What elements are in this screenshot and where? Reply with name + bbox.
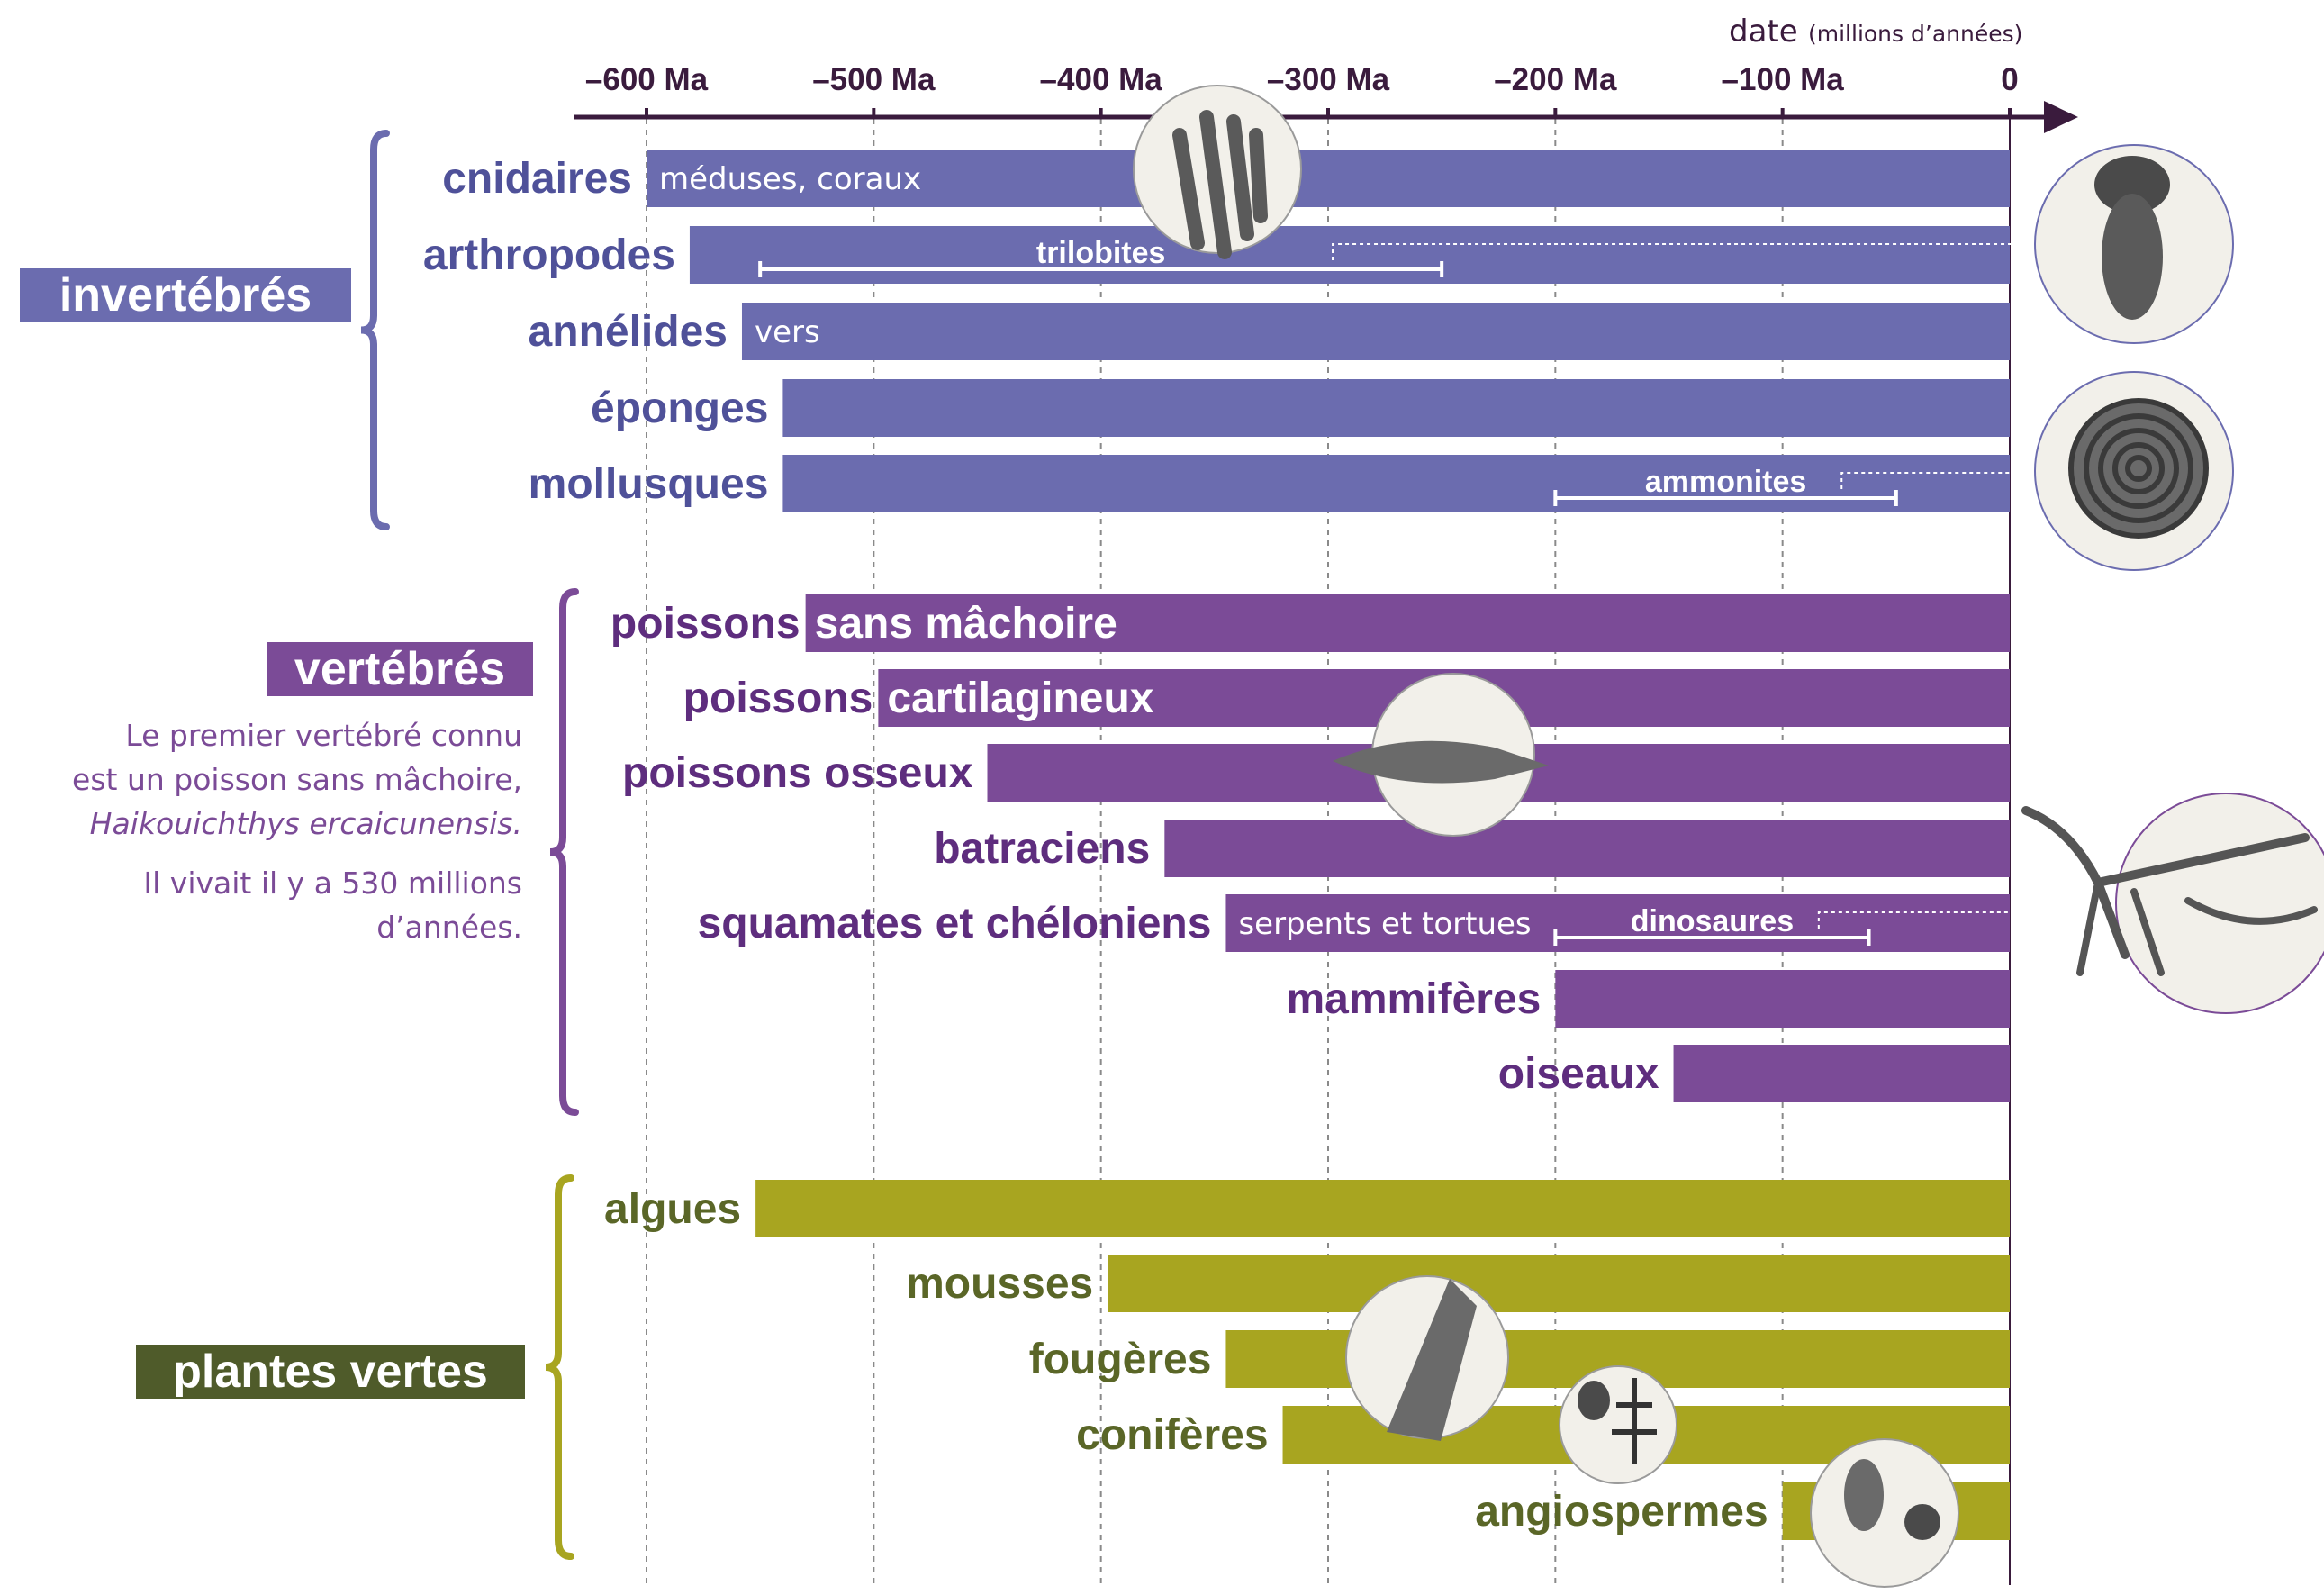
row-label: fougères [1029,1336,1212,1383]
row-labels-layer: cnidaires méduses, coraux arthropodes annél… [423,155,1768,1536]
bars-layer [647,150,2011,1540]
bar [1164,820,2010,877]
axis-arrow-icon [2044,101,2078,133]
row-label: mollusques [529,460,769,508]
trilobite-head [2094,156,2170,213]
bar [805,594,2011,652]
row-label: poissons [610,600,800,648]
coral-branch [1199,110,1232,259]
bar [1673,1045,2010,1102]
brace-vertebres [549,588,579,1116]
axis-tick-label: –200 Ma [1494,62,1617,97]
ammonite-whorl [2112,442,2165,494]
brace-plantes [545,1174,574,1560]
row-label: angiospermes [1475,1488,1768,1536]
vertebrate-note: Le premier vertébré connu est un poisson… [72,718,522,945]
note-line-3: Haikouichthys ercaicunensis. [90,806,522,841]
trilobite-body [2102,194,2163,320]
group-tag-plantes [136,1345,525,1399]
bar [755,1180,2010,1237]
ammonite-whorl [2068,398,2209,539]
leaf [1844,1459,1884,1531]
group-label-plantes: plantes vertes [173,1346,488,1398]
note-line-2: est un poisson sans mâchoire, [72,762,522,797]
bar-note: méduses, coraux [659,161,921,197]
axis-unit: (millions d’années) [1808,21,2022,47]
row-label-inside: cartilagineux [887,675,1153,722]
row-label: squamates et chéloniens [698,900,1212,947]
ammonite-whorl [2125,455,2152,482]
extinct-ranges-layer: trilobites ammonites dinosaures [758,236,2035,946]
bar [1108,1255,2010,1312]
time-axis: date (millions d’années) –600 Ma –500 Ma –… [574,14,2078,133]
bar [689,226,2010,284]
group-label-vertebres: vertébrés [294,643,505,695]
row-label: conifères [1076,1411,1268,1459]
dinosaur-skeleton-icon [2115,793,2324,1014]
bar-note: serpents et tortues [1238,906,1531,942]
row-label: oiseaux [1498,1050,1659,1098]
ammonite-whorl [2084,413,2193,523]
range-leader [1817,911,2035,929]
range-label: trilobites [1036,236,1166,270]
axis-tick-label: –300 Ma [1267,62,1390,97]
pinecone [1578,1381,1610,1420]
bar [741,303,2010,360]
bar [1225,894,2010,952]
row-label: annélides [529,308,728,356]
coral-branch [1172,128,1205,250]
note-line-5: d’années. [376,910,522,945]
row-label: algues [604,1185,741,1233]
axis-tick-label: –100 Ma [1722,62,1845,97]
axis-title: date [1729,14,1798,50]
bar [782,455,2010,512]
group-tag-invertebres [20,268,351,322]
row-label: arthropodes [423,231,675,279]
dinosaur-legs [2076,879,2318,976]
fossil-illustrations [1133,85,2324,1588]
conifer-icon [1559,1365,1677,1484]
fruit [1904,1504,1940,1540]
bar-note: vers [755,314,820,350]
group-tag-vertebres [267,642,533,696]
range-label: ammonites [1645,465,1807,499]
row-label: mammifères [1287,975,1542,1023]
range-leader [1332,243,2035,260]
fish-body [1333,740,1549,784]
conifer-branch [1612,1378,1657,1464]
coral-branch [1226,114,1254,241]
row-label: mousses [906,1260,1093,1308]
row-label-inside: sans mâchoire [815,600,1117,648]
note-line-4: Il vivait il y a 530 millions [143,865,522,901]
coral-branch [1249,128,1268,223]
note-line-1: Le premier vertébré connu [125,718,522,753]
fern-frond [1387,1279,1477,1441]
bar [647,150,2010,207]
group-label-invertebres: invertébrés [59,269,312,322]
range-leader [1840,472,2035,489]
range-label: dinosaures [1631,904,1794,938]
axis-tick-label: 0 [2001,62,2018,97]
axis-tick-label: –600 Ma [585,62,709,97]
bar [782,379,2010,437]
groups-layer: invertébrés vertébrés plantes vertes [20,130,579,1560]
row-label: batraciens [934,825,1150,873]
row-label: éponges [591,385,768,432]
row-label: poissons [683,675,873,722]
dinosaur-spine [2021,806,2310,959]
row-label: poissons osseux [622,749,973,797]
brace-invertebres [360,130,390,530]
bar [1555,970,2010,1028]
axis-tick-label: –500 Ma [812,62,936,97]
row-label: cnidaires [442,155,632,203]
axis-tick-label: –400 Ma [1040,62,1163,97]
ammonite-whorl [2098,428,2179,509]
